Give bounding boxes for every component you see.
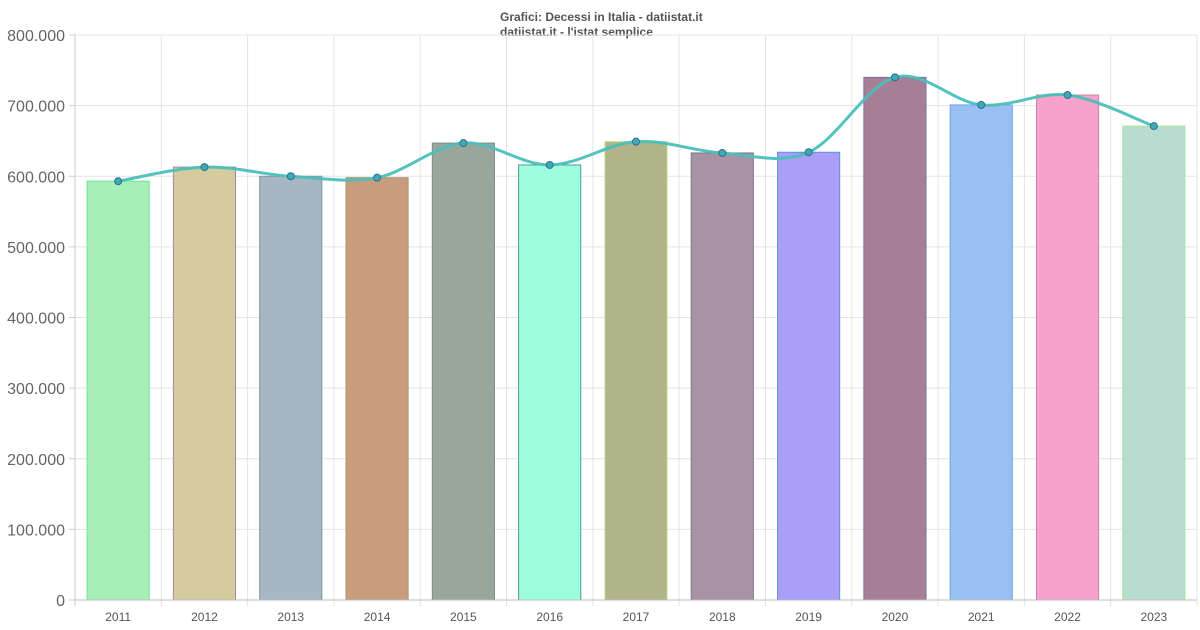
line-overlay <box>114 73 1158 186</box>
line-point-2013[interactable] <box>286 172 295 181</box>
line-point-2016[interactable] <box>545 160 554 169</box>
line-point-2020[interactable] <box>890 73 899 82</box>
bar-2019[interactable] <box>777 151 841 601</box>
bar-2014[interactable] <box>345 177 409 601</box>
axes <box>69 34 1197 606</box>
y-tick-label: 200.000 <box>7 452 65 469</box>
x-tick-label: 2018 <box>709 610 736 624</box>
y-tick-labels: 0 100.000 200.000 300.000 400.000 500.000 600.… <box>7 28 65 610</box>
bar-2015[interactable] <box>431 142 495 601</box>
x-tick-label: 2012 <box>191 610 218 624</box>
x-tick-label: 2016 <box>536 610 563 624</box>
y-tick-label: 700.000 <box>7 99 65 116</box>
x-tick-label: 2019 <box>795 610 822 624</box>
bar-2012[interactable] <box>172 166 237 601</box>
x-tick-label: 2021 <box>968 610 995 624</box>
x-tick-label: 2015 <box>450 610 477 624</box>
bar-2018[interactable] <box>690 152 754 601</box>
line-point-2012[interactable] <box>200 163 209 172</box>
y-tick-label: 800.000 <box>7 28 65 45</box>
line-point-2022[interactable] <box>1063 91 1072 100</box>
x-tick-label: 2017 <box>623 610 650 624</box>
line-point-2015[interactable] <box>459 139 468 148</box>
line-point-2019[interactable] <box>804 148 813 157</box>
bar-2016[interactable] <box>518 164 582 601</box>
bars <box>86 76 1186 601</box>
x-tick-label: 2013 <box>277 610 304 624</box>
x-tick-labels: 2011 2012 2013 2014 2015 2016 2017 2018 2019 2020… <box>105 610 1167 624</box>
y-tick-label: 0 <box>56 593 65 610</box>
bar-2021[interactable] <box>949 104 1013 601</box>
bar-2020[interactable] <box>863 76 927 601</box>
y-tick-label: 600.000 <box>7 169 65 186</box>
bar-2022[interactable] <box>1035 94 1100 601</box>
line-point-2023[interactable] <box>1149 122 1158 131</box>
x-tick-label: 2023 <box>1140 610 1167 624</box>
line-point-2021[interactable] <box>977 100 986 109</box>
x-tick-label: 2020 <box>882 610 909 624</box>
line-point-2017[interactable] <box>632 137 640 146</box>
y-tick-label: 100.000 <box>7 522 65 539</box>
bar-2011[interactable] <box>86 180 150 601</box>
y-tick-label: 500.000 <box>7 240 65 257</box>
bar-2017[interactable] <box>604 141 668 601</box>
y-tick-label: 400.000 <box>7 311 65 328</box>
x-tick-label: 2022 <box>1054 610 1081 624</box>
line-point-2011[interactable] <box>114 177 123 186</box>
y-tick-label: 300.000 <box>7 381 65 398</box>
bar-2013[interactable] <box>259 175 323 601</box>
x-tick-label: 2011 <box>105 610 131 624</box>
chart-title: Grafici: Decessi in Italia - datiistat.i… <box>500 10 703 24</box>
line-point-2014[interactable] <box>373 173 382 182</box>
line-point-2018[interactable] <box>718 148 727 157</box>
bar-2023[interactable] <box>1122 125 1186 601</box>
x-tick-label: 2014 <box>364 610 391 624</box>
